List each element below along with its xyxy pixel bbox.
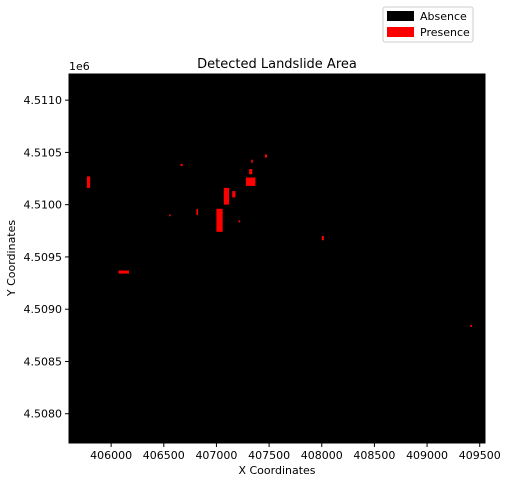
- axes-frame: [68, 73, 486, 444]
- y-axis-label: Y Coordinates: [5, 220, 18, 298]
- presence-region: [223, 187, 230, 205]
- presence-region: [180, 163, 183, 166]
- plot-area: [69, 74, 485, 443]
- presence-region: [238, 220, 241, 223]
- presence-region: [245, 177, 256, 186]
- presence-region: [249, 169, 253, 175]
- x-tick-label: 407000: [195, 449, 237, 462]
- y-tick-label: 4.5100: [24, 199, 63, 212]
- legend-swatch-presence: [387, 27, 414, 37]
- legend-label-absence: Absence: [420, 10, 467, 23]
- x-tick-label: 408000: [301, 449, 343, 462]
- legend: Absence Presence: [382, 6, 474, 43]
- presence-region: [264, 154, 267, 158]
- presence-region: [216, 208, 223, 232]
- presence-region: [86, 176, 91, 188]
- y-tick-label: 4.5110: [24, 94, 63, 107]
- presence-region: [321, 236, 324, 241]
- y-tick-label: 4.5085: [24, 355, 63, 368]
- x-tick-label: 406000: [90, 449, 132, 462]
- legend-label-presence: Presence: [420, 26, 470, 39]
- presence-marks: [86, 154, 472, 327]
- x-tick-label: 409000: [406, 449, 448, 462]
- presence-region: [118, 270, 129, 274]
- x-tick-label: 407500: [248, 449, 290, 462]
- x-axis-label: X Coordinates: [238, 464, 315, 477]
- presence-region: [169, 214, 171, 217]
- presence-region: [251, 159, 253, 163]
- y-tick-label: 4.5080: [24, 408, 63, 421]
- x-tick-label: 406500: [143, 449, 185, 462]
- presence-region: [232, 191, 236, 198]
- presence-region: [196, 208, 198, 216]
- legend-swatch-absence: [387, 11, 414, 21]
- y-offset-label: 1e6: [69, 60, 90, 73]
- x-axis: 406000 406500 407000 407500 408000 408500 4090…: [90, 443, 501, 462]
- y-tick-label: 4.5090: [24, 303, 63, 316]
- x-tick-label: 409500: [459, 449, 501, 462]
- y-tick-label: 4.5095: [24, 251, 63, 264]
- presence-region: [470, 324, 472, 327]
- y-axis: 4.5080 4.5085 4.5090 4.5095 4.5100 4.5105 4.51…: [24, 94, 69, 421]
- x-tick-label: 408500: [353, 449, 395, 462]
- y-tick-label: 4.5105: [24, 146, 63, 159]
- chart-title: Detected Landslide Area: [197, 57, 357, 72]
